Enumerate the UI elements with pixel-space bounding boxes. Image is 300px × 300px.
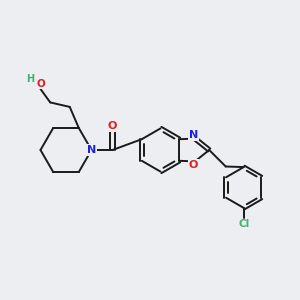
Text: O: O (189, 160, 198, 170)
Text: O: O (108, 121, 117, 131)
Text: O: O (36, 79, 45, 88)
Text: H: H (26, 74, 34, 84)
Text: N: N (189, 130, 198, 140)
Text: N: N (87, 145, 96, 155)
Text: Cl: Cl (238, 219, 249, 230)
